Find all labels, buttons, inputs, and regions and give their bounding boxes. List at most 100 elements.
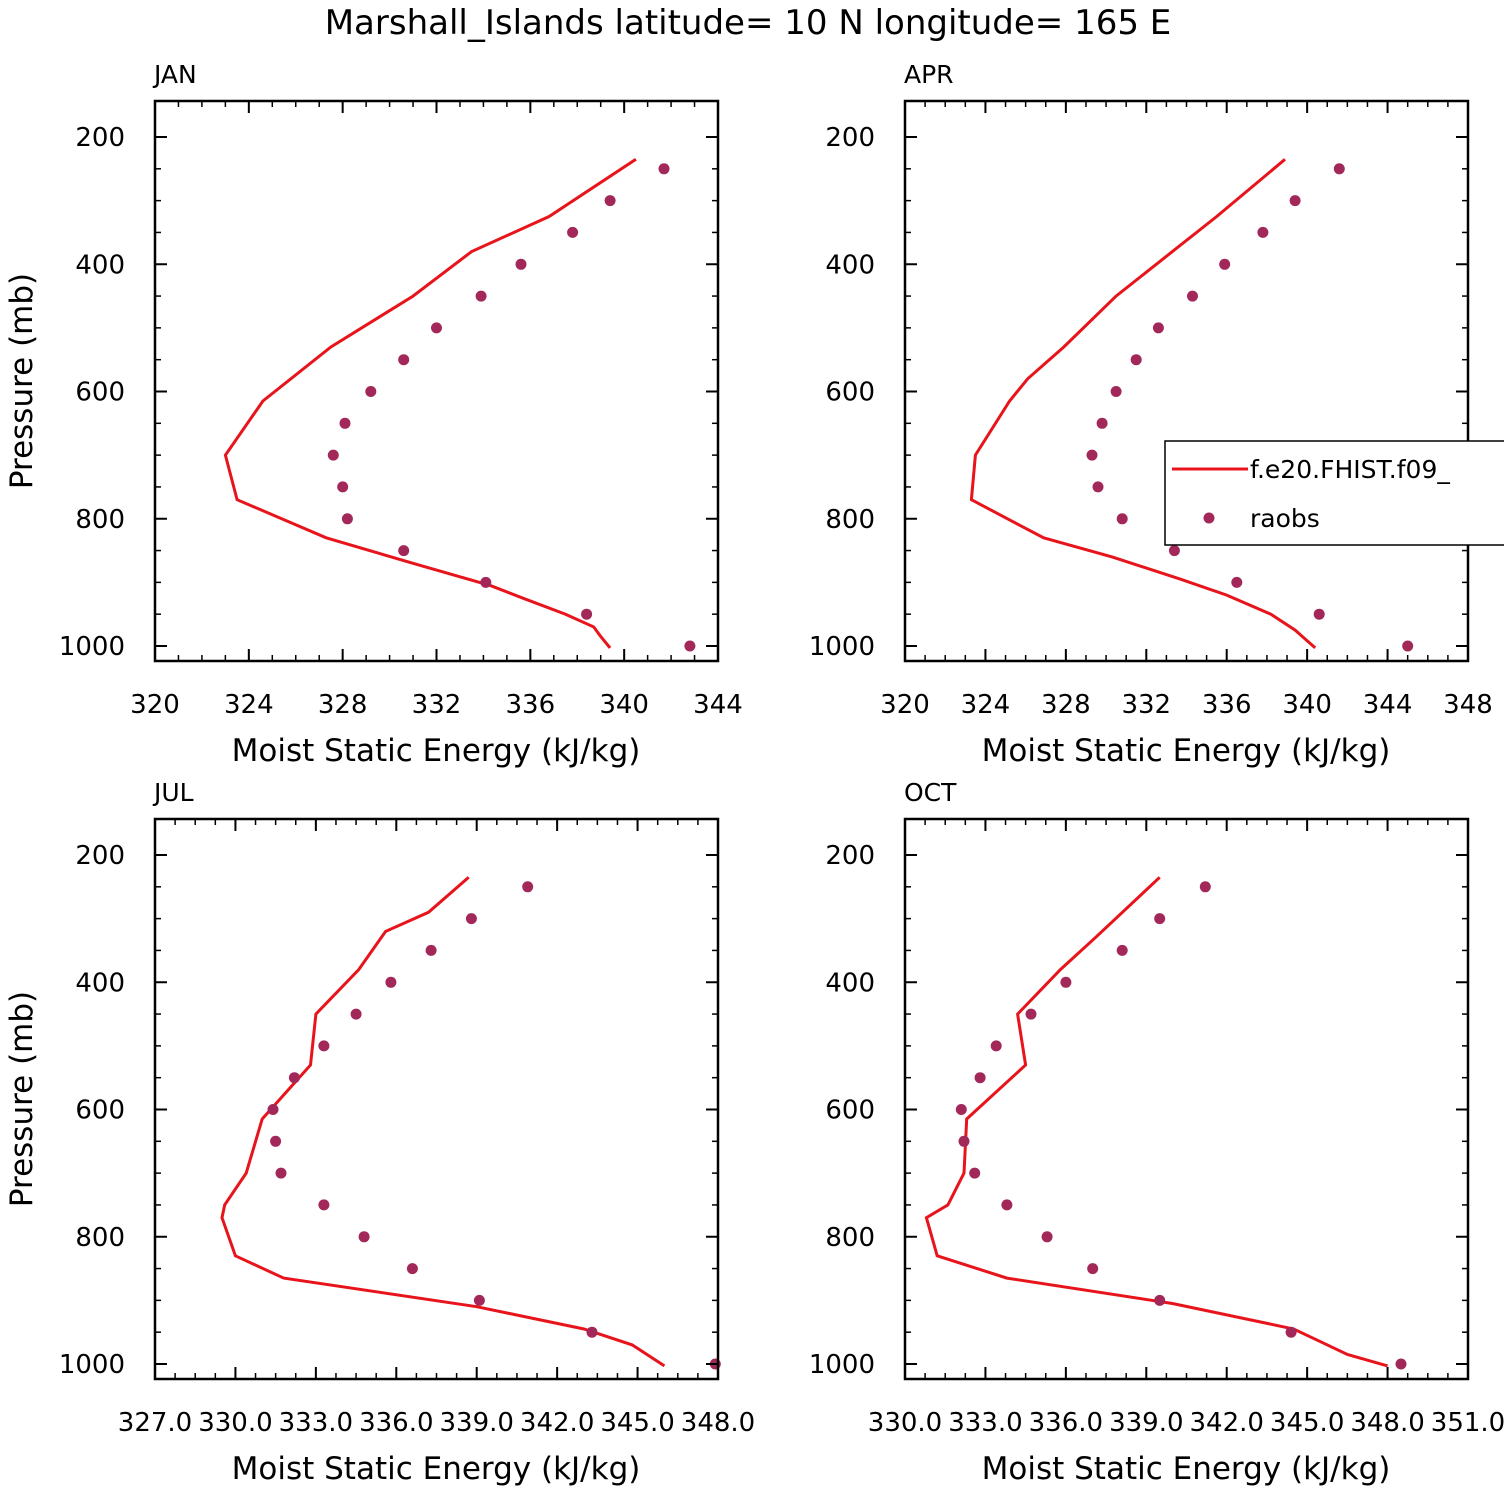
ticks-oct: 330.0 333.0 336.0 339.0 342.0 345.0 348.0 351.0… <box>809 819 1504 1438</box>
panel-title-apr: APR <box>904 60 954 89</box>
x-axis-label-jul: Moist Static Energy (kJ/kg) <box>232 1451 641 1487</box>
raobs-point-jul <box>522 881 534 893</box>
raobs-point-jul <box>288 1072 300 1084</box>
x-tick-label-apr: 320 <box>880 690 930 720</box>
x-tick-label-apr: 324 <box>961 690 1011 720</box>
raobs-point-jan <box>398 354 410 366</box>
y-tick-label-jul: 200 <box>75 841 125 871</box>
raobs-point-jul <box>318 1199 330 1211</box>
x-axis-label-jan: Moist Static Energy (kJ/kg) <box>232 733 641 769</box>
x-tick-label-jul: 348.0 <box>681 1408 755 1438</box>
y-tick-label-jul: 600 <box>75 1096 125 1126</box>
raobs-point-jan <box>339 417 351 429</box>
x-tick-label-jul: 342.0 <box>520 1408 594 1438</box>
y-tick-label-oct: 600 <box>825 1096 875 1126</box>
x-tick-label-oct: 333.0 <box>948 1408 1022 1438</box>
y-tick-label-oct: 1000 <box>809 1350 875 1380</box>
raobs-point-apr <box>1313 608 1325 620</box>
raobs-point-apr <box>1402 640 1414 652</box>
raobs-point-oct <box>1285 1326 1297 1338</box>
raobs-point-jan <box>398 545 410 557</box>
y-tick-label-apr: 1000 <box>809 632 875 662</box>
raobs-point-oct <box>1025 1008 1037 1020</box>
panel-title-oct: OCT <box>904 778 957 807</box>
raobs-point-jul <box>473 1294 485 1306</box>
x-tick-label-jul: 330.0 <box>198 1408 272 1438</box>
raobs-point-jan <box>684 640 696 652</box>
x-tick-label-oct: 339.0 <box>1109 1408 1183 1438</box>
panel-jul: JUL 327.0 330.0 333.0 336.0 339.0 342.0 345.0 3… <box>4 778 755 1487</box>
marks-oct <box>924 876 1407 1370</box>
x-tick-label-jul: 339.0 <box>439 1408 513 1438</box>
y-tick-label-jul: 800 <box>75 1223 125 1253</box>
x-axis-label-apr: Moist Static Energy (kJ/kg) <box>982 733 1391 769</box>
x-tick-label-jan: 336 <box>506 690 556 720</box>
raobs-point-jan <box>604 195 616 207</box>
x-tick-label-apr: 336 <box>1202 690 1252 720</box>
y-tick-label-jan: 1000 <box>59 632 125 662</box>
raobs-point-oct <box>1395 1358 1407 1370</box>
y-axis-label-jan: Pressure (mb) <box>4 273 40 489</box>
raobs-point-oct <box>974 1072 986 1084</box>
raobs-point-jul <box>267 1104 279 1115</box>
raobs-point-oct <box>958 1135 970 1147</box>
raobs-point-jan <box>480 576 492 588</box>
x-tick-label-apr: 332 <box>1121 690 1171 720</box>
raobs-point-oct <box>955 1104 967 1115</box>
panel-title-jul: JUL <box>152 778 194 807</box>
raobs-point-apr <box>1152 322 1164 334</box>
raobs-point-jan <box>365 386 377 397</box>
legend-label-model: f.e20.FHIST.f09_ <box>1250 455 1450 484</box>
y-tick-label-oct: 400 <box>825 968 875 998</box>
y-tick-label-jul: 400 <box>75 968 125 998</box>
raobs-point-jul <box>275 1167 287 1179</box>
plot-frame-jan <box>153 99 720 663</box>
y-tick-label-apr: 200 <box>825 123 875 153</box>
panel-jan: JAN 320 324 328 332 336 340 344 200 400 600 800 100… <box>4 60 743 769</box>
raobs-point-oct <box>1154 1294 1166 1306</box>
ticks-apr: 320 324 328 332 336 340 344 348 200 400 600 800 1000 <box>809 101 1493 720</box>
raobs-point-jul <box>358 1231 370 1243</box>
raobs-point-jul <box>385 976 397 988</box>
y-tick-label-apr: 400 <box>825 250 875 280</box>
y-tick-label-jan: 400 <box>75 250 125 280</box>
marks-jul <box>220 876 721 1370</box>
figure-title: Marshall_Islands latitude= 10 N longitud… <box>325 3 1172 43</box>
ticks-jul: 327.0 330.0 333.0 336.0 339.0 342.0 345.0 348.0… <box>59 819 755 1438</box>
raobs-point-jul <box>270 1135 282 1147</box>
raobs-point-jul <box>586 1326 598 1338</box>
raobs-point-oct <box>1199 881 1211 893</box>
x-tick-label-jul: 327.0 <box>118 1408 192 1438</box>
x-tick-label-oct: 345.0 <box>1270 1408 1344 1438</box>
raobs-point-jan <box>581 608 593 620</box>
x-tick-label-apr: 348 <box>1443 690 1493 720</box>
raobs-point-jan <box>515 258 527 270</box>
y-tick-label-oct: 800 <box>825 1223 875 1253</box>
x-tick-label-jan: 340 <box>599 690 649 720</box>
x-tick-label-apr: 344 <box>1363 690 1413 720</box>
raobs-point-apr <box>1257 226 1269 238</box>
marks-jan <box>223 158 696 652</box>
y-axis-label-jul: Pressure (mb) <box>4 991 40 1207</box>
raobs-point-jan <box>341 513 353 525</box>
model-line-apr <box>969 158 1317 650</box>
raobs-point-jan <box>327 449 339 461</box>
panel-oct: OCT 330.0 333.0 336.0 339.0 342.0 345.0 348.0 3… <box>809 778 1504 1487</box>
raobs-point-oct <box>1001 1199 1013 1211</box>
raobs-point-oct <box>1087 1263 1099 1275</box>
raobs-point-jul <box>465 913 477 925</box>
panel-apr: APR 320 324 328 332 336 340 344 348 200 400 600 800… <box>809 60 1493 769</box>
raobs-point-jan <box>337 481 349 493</box>
raobs-point-apr <box>1130 354 1142 366</box>
x-tick-label-oct: 342.0 <box>1189 1408 1263 1438</box>
raobs-point-oct <box>1154 913 1166 925</box>
legend-label-raobs: raobs <box>1250 504 1320 533</box>
raobs-point-jul <box>425 944 437 956</box>
model-line-oct <box>924 876 1389 1368</box>
plot-frame-apr <box>903 99 1470 663</box>
x-tick-label-jan: 344 <box>693 690 743 720</box>
x-tick-label-jul: 336.0 <box>359 1408 433 1438</box>
raobs-point-oct <box>1041 1231 1053 1243</box>
model-line-jul <box>220 876 666 1368</box>
